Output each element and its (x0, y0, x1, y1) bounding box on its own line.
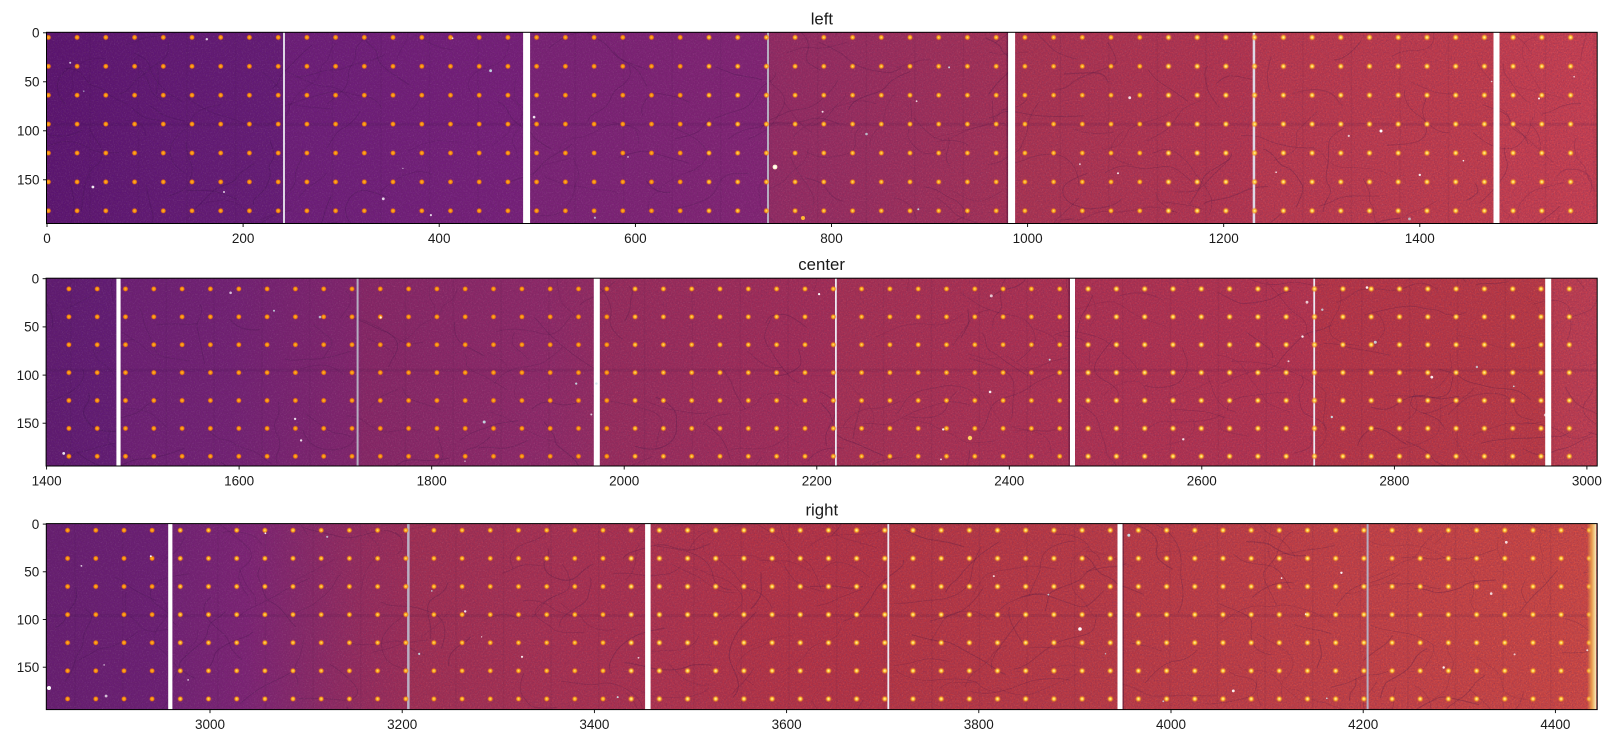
svg-text:800: 800 (820, 231, 843, 246)
svg-text:50: 50 (24, 75, 39, 90)
svg-text:100: 100 (17, 612, 40, 627)
svg-text:left: left (811, 10, 834, 29)
svg-text:3800: 3800 (964, 717, 994, 732)
svg-text:400: 400 (428, 231, 451, 246)
svg-text:1800: 1800 (417, 473, 447, 488)
svg-text:right: right (805, 501, 838, 520)
svg-text:1400: 1400 (1405, 231, 1435, 246)
svg-text:100: 100 (17, 124, 40, 139)
svg-text:3000: 3000 (1572, 473, 1602, 488)
svg-text:50: 50 (24, 320, 39, 335)
svg-text:150: 150 (17, 416, 40, 431)
svg-text:1400: 1400 (32, 473, 62, 488)
svg-text:4000: 4000 (1156, 717, 1186, 732)
svg-text:2200: 2200 (802, 473, 832, 488)
svg-text:0: 0 (43, 231, 51, 246)
svg-text:4400: 4400 (1540, 717, 1570, 732)
svg-text:2600: 2600 (1187, 473, 1217, 488)
svg-text:1000: 1000 (1013, 231, 1043, 246)
svg-text:0: 0 (32, 26, 40, 41)
svg-text:3400: 3400 (579, 717, 609, 732)
svg-text:150: 150 (17, 173, 40, 188)
svg-text:100: 100 (17, 368, 40, 383)
svg-text:2000: 2000 (609, 473, 639, 488)
svg-text:2800: 2800 (1379, 473, 1409, 488)
svg-text:50: 50 (24, 565, 39, 580)
svg-text:3200: 3200 (387, 717, 417, 732)
svg-text:600: 600 (624, 231, 647, 246)
svg-text:3000: 3000 (195, 717, 225, 732)
svg-text:2400: 2400 (994, 473, 1024, 488)
svg-text:1200: 1200 (1209, 231, 1239, 246)
svg-text:3600: 3600 (772, 717, 802, 732)
svg-text:0: 0 (32, 272, 40, 287)
svg-text:1600: 1600 (224, 473, 254, 488)
svg-text:0: 0 (32, 517, 40, 532)
svg-text:200: 200 (232, 231, 255, 246)
svg-text:4200: 4200 (1348, 717, 1378, 732)
svg-text:150: 150 (17, 660, 40, 675)
svg-text:center: center (798, 255, 845, 274)
